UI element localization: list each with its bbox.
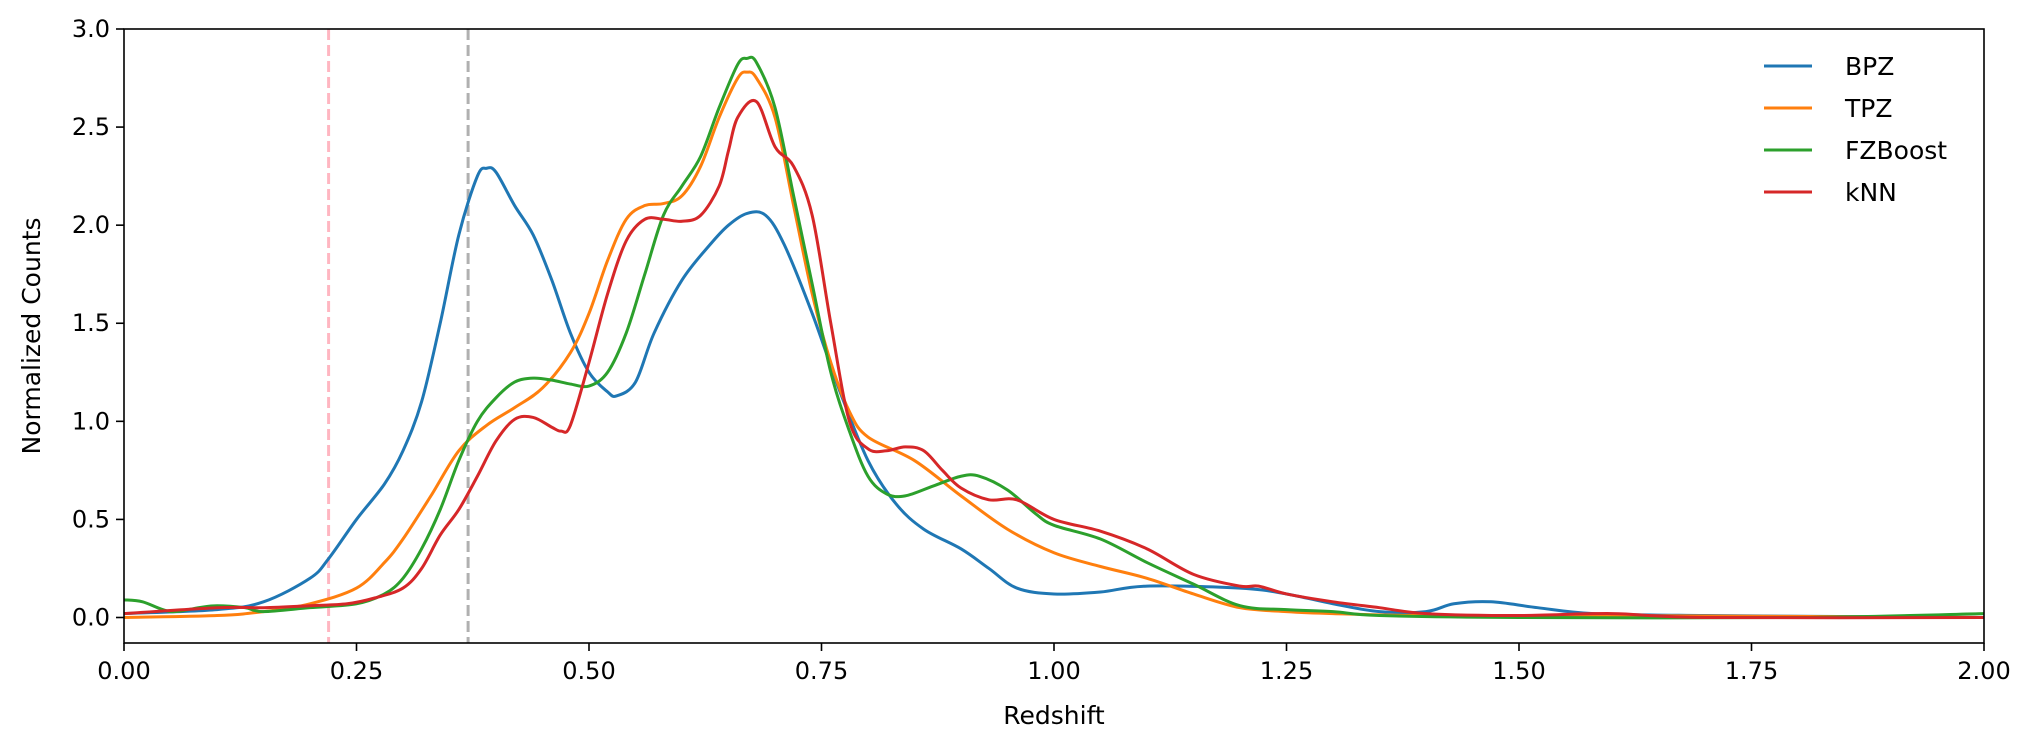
legend-label: TPZ — [1844, 94, 1892, 123]
y-tick-label: 0.5 — [72, 505, 110, 533]
y-tick-label: 0.0 — [72, 603, 110, 631]
x-tick-label: 0.25 — [330, 657, 383, 685]
legend-item-bpz: BPZ — [1764, 52, 1894, 81]
x-tick-label: 0.75 — [795, 657, 848, 685]
series-line-knn — [124, 99, 1984, 620]
y-tick-label: 3.0 — [72, 15, 110, 43]
legend-item-knn: kNN — [1764, 178, 1897, 207]
x-tick-label: 1.25 — [1260, 657, 1313, 685]
x-axis-label: Redshift — [1003, 701, 1105, 730]
reference-lines — [327, 29, 470, 643]
axes: 0.00 0.25 0.50 0.75 1.00 1.25 1.50 1.75 2.00 0.0 0… — [72, 15, 2011, 685]
legend-label: FZBoost — [1845, 136, 1947, 165]
series-line-bpz — [124, 166, 1984, 619]
x-tick-label: 1.75 — [1725, 657, 1778, 685]
legend: BPZ TPZ FZBoost kNN — [1764, 52, 1947, 207]
series-line-fzboost — [124, 55, 1984, 620]
y-tick-label: 2.0 — [72, 211, 110, 239]
y-tick-label: 1.5 — [72, 309, 110, 337]
y-axis-label: Normalized Counts — [17, 218, 46, 455]
x-tick-label: 1.00 — [1027, 657, 1080, 685]
y-tick-label: 2.5 — [72, 113, 110, 141]
legend-item-fzboost: FZBoost — [1764, 136, 1947, 165]
legend-label: BPZ — [1845, 52, 1894, 81]
series-line-tpz — [124, 70, 1984, 619]
y-tick-label: 1.0 — [72, 407, 110, 435]
x-tick-label: 1.50 — [1492, 657, 1545, 685]
legend-label: kNN — [1845, 178, 1897, 207]
legend-item-tpz: TPZ — [1764, 94, 1892, 123]
x-tick-label: 0.50 — [562, 657, 615, 685]
x-tick-label: 0.00 — [97, 657, 150, 685]
series-lines — [124, 55, 1984, 620]
plot-frame — [123, 28, 1985, 644]
x-tick-label: 2.00 — [1957, 657, 2010, 685]
